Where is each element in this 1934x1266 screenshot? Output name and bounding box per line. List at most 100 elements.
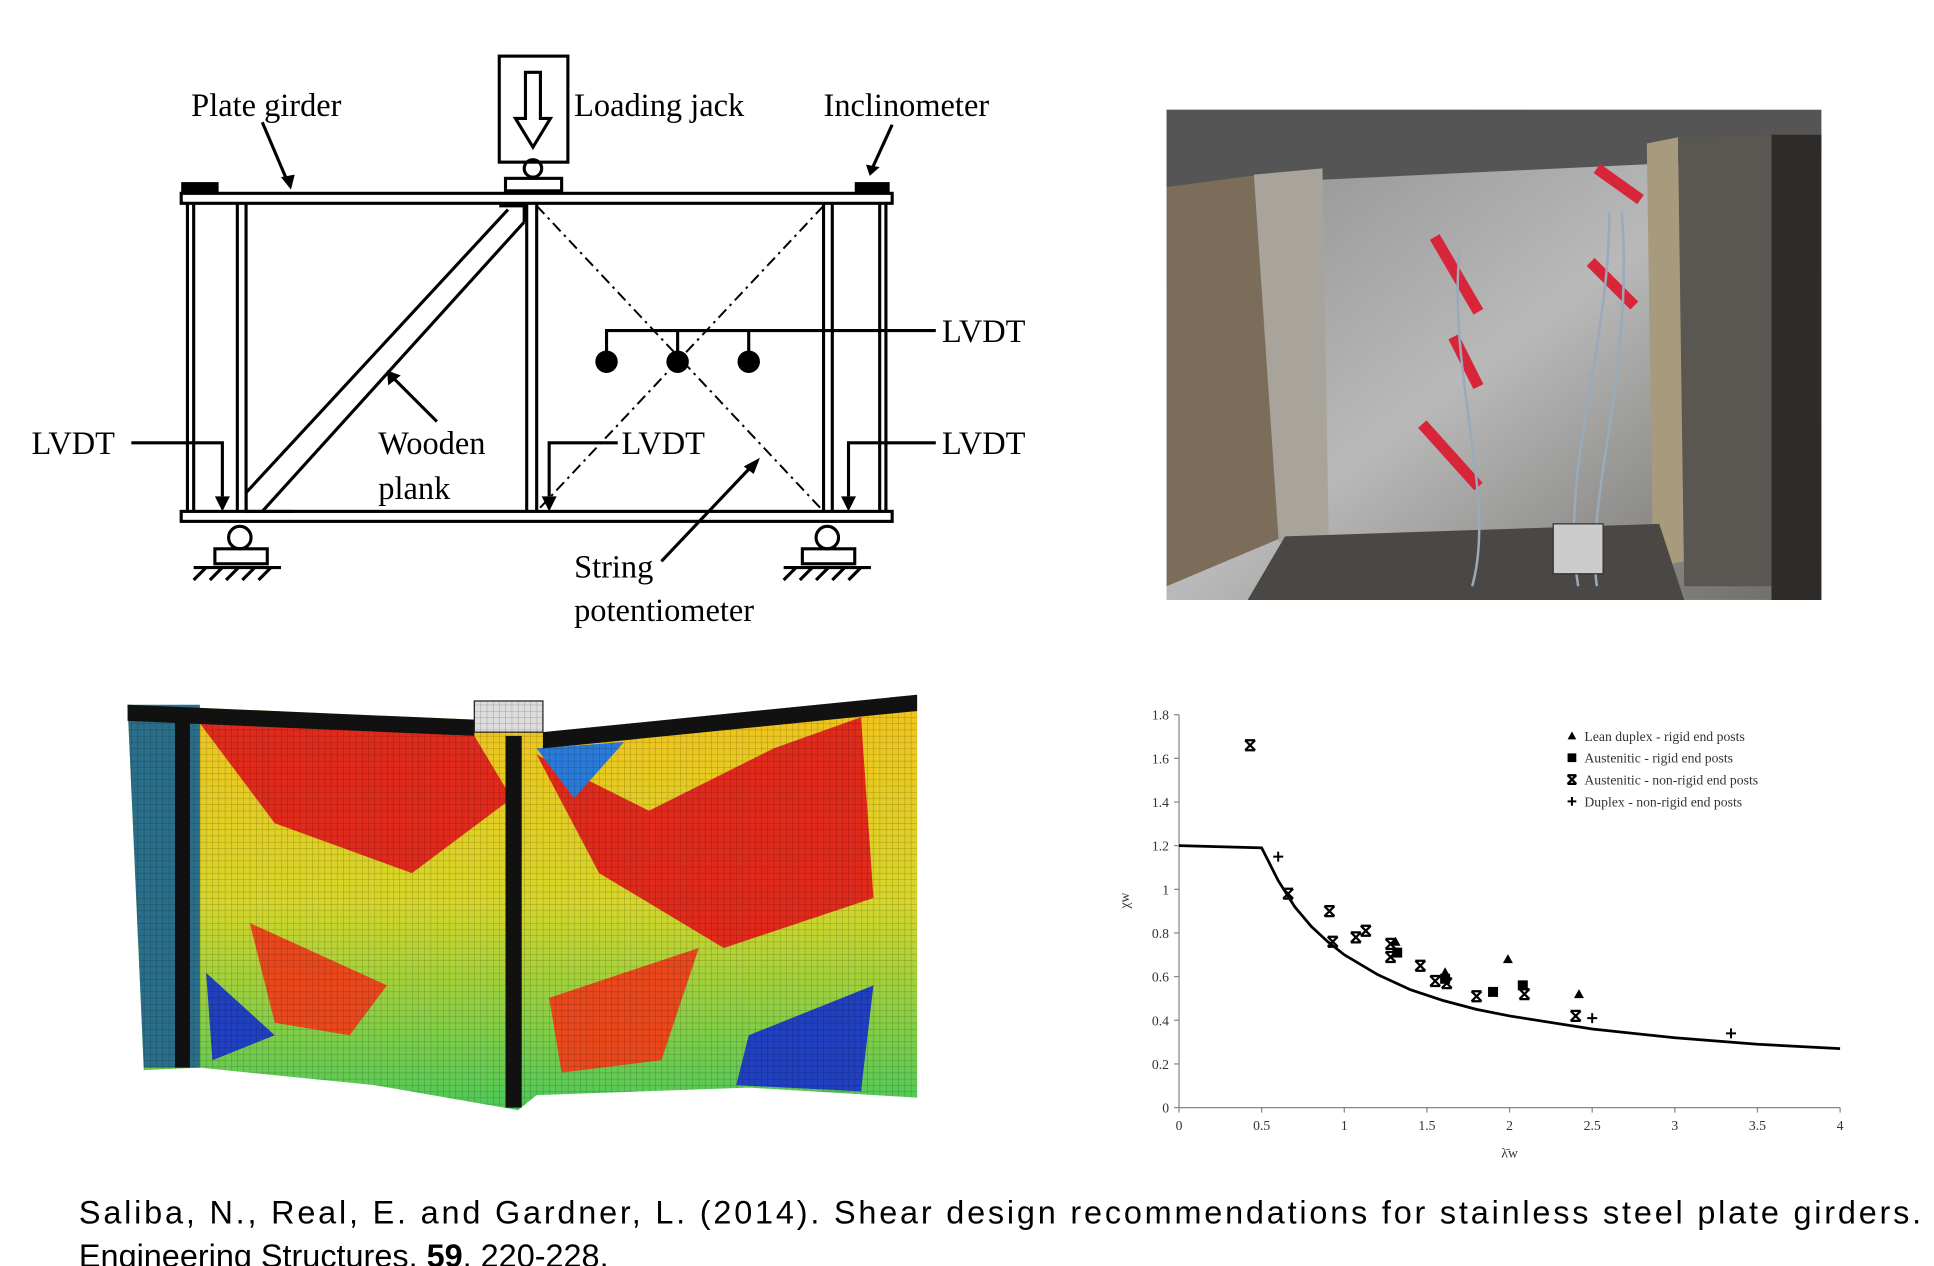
label: LVDT: [32, 426, 116, 462]
label: Loading jack: [574, 88, 745, 124]
data-point: [1273, 851, 1284, 862]
x-axis-label: λ̄w: [1501, 1145, 1518, 1160]
data-point: [1414, 959, 1427, 972]
data-point: [1390, 936, 1401, 946]
test-photo-part: [1771, 134, 1822, 600]
y-tick-label: 0.4: [1152, 1013, 1169, 1028]
girder-diagram: Plate girder Loading jack Inclinometer L…: [32, 54, 1026, 629]
data-point: [1323, 905, 1336, 918]
legend-marker: [1567, 753, 1577, 763]
data-point: [1470, 990, 1483, 1003]
legend-label: Austenitic - rigid end posts: [1584, 751, 1733, 766]
girder-diagram-part: [260, 121, 894, 563]
x-tick-label: 4: [1837, 1118, 1844, 1133]
test-photo-part: [1418, 163, 1644, 491]
test-photo: [1166, 109, 1822, 600]
data-point: [1384, 937, 1397, 950]
data-point: [1350, 931, 1362, 944]
legend-marker: [1567, 797, 1577, 806]
data-point: [1726, 1028, 1737, 1039]
y-tick-label: 1: [1162, 882, 1169, 897]
label: LVDT: [942, 314, 1026, 350]
girder-diagram-part: [512, 70, 554, 151]
label: String: [574, 549, 653, 585]
pages: , 220-228.: [463, 1238, 609, 1266]
citation-line: Engineering Structures. 59, 220-228.: [79, 1238, 609, 1266]
label: LVDT: [622, 426, 706, 462]
design-curve: [1179, 844, 1841, 1051]
label: Plate girder: [191, 88, 341, 124]
girder-diagram-part: [244, 204, 526, 513]
girder-diagram-part: [503, 176, 564, 193]
girder-diagram-part: [782, 565, 871, 582]
girder-diagram-part: [497, 54, 570, 164]
data-point: [1517, 980, 1528, 991]
volume: 59: [427, 1238, 463, 1266]
test-photo-part: [1646, 137, 1685, 568]
test-photo-part: [1166, 109, 1822, 188]
y-tick-label: 0: [1162, 1101, 1169, 1116]
label: Wooden: [378, 426, 485, 462]
data-point: [1360, 924, 1372, 937]
x-tick-label: 2: [1506, 1118, 1513, 1133]
data-point: [1282, 887, 1294, 900]
legend-marker: [1567, 731, 1577, 740]
y-axis-label: χw: [1117, 892, 1132, 909]
test-photo-part: [1552, 523, 1604, 575]
y-tick-label: 0.8: [1152, 926, 1169, 941]
girder-diagram-part: [280, 164, 880, 474]
citation-line: Saliba, N., Real, E. and Gardner, L. (20…: [79, 1195, 1921, 1231]
y-tick-label: 1.6: [1152, 751, 1169, 766]
girder-diagram-part: [595, 350, 618, 373]
x-tick-label: 0.5: [1253, 1118, 1270, 1133]
test-photo-part: [1677, 134, 1778, 587]
girder-diagram-part: [814, 524, 841, 551]
data-point: [1244, 739, 1256, 752]
data-point: [1384, 950, 1397, 964]
test-photo-part: [1253, 168, 1329, 543]
x-tick-label: 0: [1176, 1118, 1183, 1133]
fe-contour-part: [474, 700, 543, 733]
y-tick-label: 1.8: [1152, 708, 1169, 723]
girder-diagram-part: [737, 350, 760, 373]
label: LVDT: [942, 426, 1026, 462]
data-point: [1518, 987, 1531, 1001]
label: potentiometer: [574, 593, 754, 629]
girder-diagram-part: [666, 350, 689, 373]
x-tick-label: 1: [1341, 1118, 1348, 1133]
girder-diagram-part: [800, 547, 857, 566]
y-tick-label: 0.6: [1152, 970, 1169, 985]
legend-label: Lean duplex - rigid end posts: [1584, 729, 1744, 744]
data-point: [1326, 935, 1339, 948]
girder-diagram-part: [535, 205, 825, 513]
label: Inclinometer: [824, 88, 990, 124]
y-tick-label: 0.2: [1152, 1057, 1169, 1072]
fe-contour-part: [127, 694, 918, 1111]
data-point: [1573, 989, 1584, 999]
girder-diagram-part: [213, 547, 269, 566]
girder-diagram-part: [854, 182, 890, 194]
data-point: [1440, 977, 1453, 990]
x-tick-label: 2.5: [1584, 1118, 1601, 1133]
fe-contour-part: [127, 704, 475, 736]
label: plank: [378, 471, 451, 507]
scatter-chart: χw λ̄w 0 0.2 0.4 0.6 0.8 1 1.2 1.4 1.6 1.8 0 0.5 1 1.…: [1117, 708, 1844, 1161]
legend-marker: [1566, 774, 1578, 786]
fe-contour: [127, 694, 918, 1111]
fe-contour-part: [542, 694, 918, 749]
data-point: [1488, 986, 1499, 997]
journal: Engineering Structures.: [79, 1238, 418, 1266]
x-tick-label: 1.5: [1418, 1118, 1435, 1133]
girder-diagram-part: [181, 182, 219, 194]
x-tick-label: 3.5: [1749, 1118, 1766, 1133]
data-point: [1502, 954, 1513, 964]
legend-label: Austenitic - non-rigid end posts: [1584, 773, 1758, 788]
legend-label: Duplex - non-rigid end posts: [1584, 794, 1742, 809]
girder-diagram-part: [179, 191, 894, 205]
y-tick-label: 1.4: [1152, 795, 1169, 810]
data-point: [1392, 947, 1403, 958]
test-photo-part: [1166, 174, 1286, 587]
citation: Saliba, N., Real, E. and Gardner, L. (20…: [79, 1195, 1921, 1266]
